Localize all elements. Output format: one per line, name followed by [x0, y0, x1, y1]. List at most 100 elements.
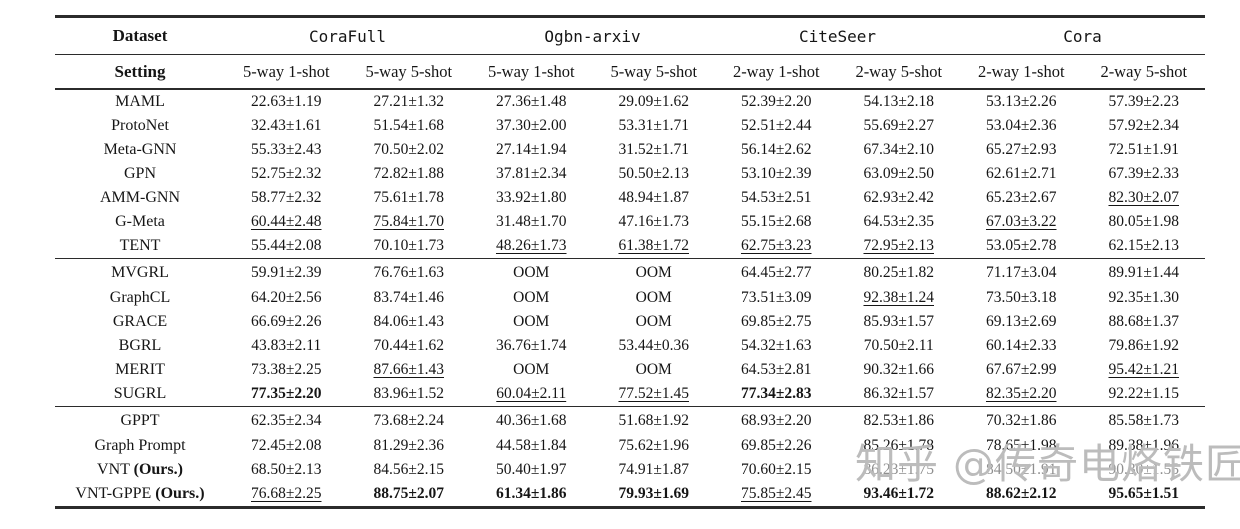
result-cell: OOM	[470, 258, 593, 286]
method-name: G-Meta	[115, 213, 165, 230]
method-name: BGRL	[118, 337, 162, 354]
result-cell: 22.63±1.19	[250, 93, 322, 110]
result-cell: 92.22±1.15	[1108, 385, 1179, 402]
result-cell: 92.38±1.24	[863, 289, 934, 306]
result-cell: 77.35±2.20	[250, 385, 322, 402]
result-cell: 53.44±0.36	[618, 337, 689, 354]
method-name: ProtoNet	[111, 117, 169, 134]
result-cell: 72.82±1.88	[373, 165, 444, 182]
result-cell: 60.14±2.33	[985, 337, 1057, 354]
setting-label: Setting	[55, 54, 225, 90]
result-cell: 47.16±1.73	[618, 213, 689, 230]
setting-col-5: 2-way 1-shot	[715, 54, 838, 90]
result-cell: 86.32±1.57	[863, 385, 934, 402]
table-row: MERIT 73.38±2.25 87.66±1.43 OOM OOM 64.53±2.8…	[55, 358, 1205, 382]
table-row: GraphCL 64.20±2.56 83.74±1.46 OOM OOM 73.51±3…	[55, 286, 1205, 310]
table-row: SUGRL 77.35±2.20 83.96±1.52 60.04±2.11 77.52…	[55, 382, 1205, 407]
result-cell: 70.60±2.15	[740, 461, 812, 478]
result-cell: 82.30±2.07	[1108, 189, 1179, 206]
result-cell: 61.34±1.86	[495, 485, 567, 502]
result-cell: 65.23±2.67	[985, 189, 1057, 206]
setting-col-7: 2-way 1-shot	[960, 54, 1083, 90]
result-cell: 62.61±2.71	[985, 165, 1057, 182]
method-name: SUGRL	[113, 385, 167, 402]
method-name: GRACE	[112, 313, 168, 330]
result-cell: 88.68±1.37	[1108, 313, 1179, 330]
results-table: Dataset CoraFull Ogbn-arxiv CiteSeer Cor…	[55, 15, 1205, 509]
result-cell: 53.10±2.39	[740, 165, 812, 182]
result-cell: 58.77±2.32	[250, 189, 322, 206]
result-cell: 64.53±2.35	[863, 213, 934, 230]
result-cell: 63.09±2.50	[863, 165, 934, 182]
result-cell: 73.51±3.09	[740, 289, 812, 306]
result-cell: 76.76±1.63	[347, 258, 470, 286]
result-cell: 37.30±2.00	[495, 117, 567, 134]
setting-col-1: 5-way 1-shot	[225, 54, 348, 90]
result-cell: 88.75±2.07	[373, 485, 444, 502]
table-row: GRACE 66.69±2.26 84.06±1.43 OOM OOM 69.85±2.7…	[55, 310, 1205, 334]
result-cell: 61.38±1.72	[618, 237, 689, 254]
result-cell: 29.09±1.62	[618, 93, 689, 110]
result-cell: 60.04±2.11	[496, 385, 567, 402]
table-row: MAML 22.63±1.19 27.21±1.32 27.36±1.48 29.09±…	[55, 89, 1205, 114]
result-cell: 70.32±1.86	[960, 406, 1083, 434]
method-name: AMM-GNN	[100, 189, 180, 206]
result-cell: 64.45±2.77	[715, 258, 838, 286]
result-cell: 67.67±2.99	[985, 361, 1057, 378]
result-cell: 62.35±2.34	[225, 406, 348, 434]
result-cell: 31.48±1.70	[495, 213, 567, 230]
result-cell: OOM	[513, 313, 550, 330]
result-cell: 53.04±2.36	[985, 117, 1057, 134]
method-name: MVGRL	[55, 258, 225, 286]
result-cell: 84.06±1.43	[373, 313, 444, 330]
table-row: TENT 55.44±2.08 70.10±1.73 48.26±1.73 61.38±…	[55, 234, 1205, 259]
result-cell: 53.31±1.71	[618, 117, 689, 134]
result-cell: 52.75±2.32	[250, 165, 322, 182]
result-cell: OOM	[513, 289, 550, 306]
result-cell: 80.25±1.82	[837, 258, 960, 286]
table-row: ProtoNet 32.43±1.61 51.54±1.68 37.30±2.00 53…	[55, 114, 1205, 138]
table-row: BGRL 43.83±2.11 70.44±1.62 36.76±1.74 53.44±…	[55, 334, 1205, 358]
setting-col-6: 2-way 5-shot	[837, 54, 960, 90]
result-cell: 70.50±2.11	[863, 337, 934, 354]
result-cell: 60.44±2.48	[250, 213, 322, 230]
method-name: VNT-GPPE (Ours.)	[75, 485, 205, 502]
result-cell: 55.33±2.43	[250, 141, 322, 158]
result-cell: 57.92±2.34	[1108, 117, 1179, 134]
result-cell: 33.92±1.80	[495, 189, 567, 206]
result-cell: 27.21±1.32	[373, 93, 444, 110]
result-cell: 89.38±1.96	[1108, 437, 1179, 454]
setting-col-2: 5-way 5-shot	[347, 54, 470, 90]
method-name: Graph Prompt	[94, 437, 186, 454]
result-cell: 31.52±1.71	[618, 141, 689, 158]
result-cell: 85.26±1.78	[863, 437, 934, 454]
table-row: Meta-GNN 55.33±2.43 70.50±2.02 27.14±1.94 31…	[55, 138, 1205, 162]
method-name: Meta-GNN	[103, 141, 177, 158]
dataset-cora: Cora	[960, 16, 1205, 55]
result-cell: 84.56±2.15	[373, 461, 444, 478]
result-cell: OOM	[635, 313, 672, 330]
result-cell: 75.61±1.78	[373, 189, 444, 206]
result-cell: 40.36±1.68	[470, 406, 593, 434]
result-cell: 69.13±2.69	[985, 313, 1057, 330]
result-cell: 74.91±1.87	[618, 461, 689, 478]
result-cell: 69.85±2.75	[740, 313, 812, 330]
result-cell: 88.62±2.12	[985, 485, 1057, 502]
table-row: VNT (Ours.) 68.50±2.13 84.56±2.15 50.40±1.9…	[55, 458, 1205, 482]
result-cell: 82.53±1.86	[837, 406, 960, 434]
method-name: GPPT	[55, 406, 225, 434]
result-cell: 64.53±2.81	[740, 361, 812, 378]
result-cell: 59.91±2.39	[225, 258, 348, 286]
dataset-label: Dataset	[55, 16, 225, 55]
result-cell: 76.68±2.25	[250, 485, 322, 502]
result-cell: 90.32±1.66	[863, 361, 934, 378]
result-cell: OOM	[513, 361, 550, 378]
result-cell: 32.43±1.61	[250, 117, 322, 134]
result-cell: 52.39±2.20	[740, 93, 812, 110]
result-cell: 81.29±2.36	[373, 437, 444, 454]
result-cell: 87.66±1.43	[373, 361, 444, 378]
dataset-citeseer: CiteSeer	[715, 16, 960, 55]
result-cell: 70.50±2.02	[373, 141, 444, 158]
result-cell: 85.58±1.73	[1082, 406, 1205, 434]
